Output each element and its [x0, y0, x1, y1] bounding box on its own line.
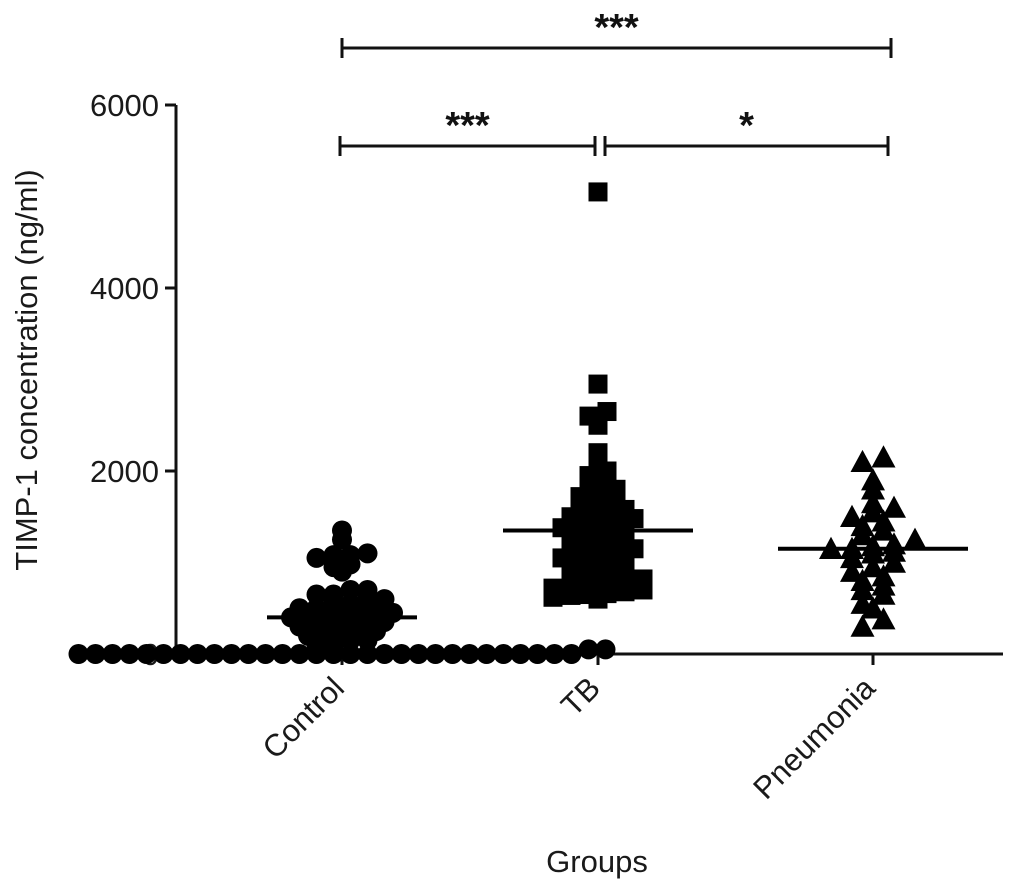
y-axis-label: TIMP-1 concentration (ng/ml): [9, 169, 44, 570]
data-point: [340, 593, 361, 614]
data-point: [527, 644, 548, 664]
x-axis: Control TB Pneumonia: [176, 652, 1003, 806]
data-point: [840, 504, 864, 527]
data-point: [543, 578, 563, 598]
data-point: [102, 644, 123, 664]
data-point: [903, 527, 927, 550]
data-point: [332, 520, 352, 541]
significance-label: *: [739, 105, 754, 147]
data-point: [340, 579, 361, 600]
y-axis: 0200040006000: [90, 88, 178, 672]
data-point: [459, 644, 480, 664]
data-point: [357, 579, 378, 600]
data-point: [595, 639, 616, 660]
data-point: [476, 644, 497, 664]
data-point: [861, 555, 885, 578]
data-point: [579, 406, 599, 426]
data-point: [850, 591, 875, 614]
data-point: [544, 644, 565, 664]
data-point: [323, 584, 344, 605]
data-point: [374, 589, 395, 610]
data-point: [306, 547, 327, 568]
data-point: [204, 644, 225, 664]
data-point: [221, 644, 242, 664]
data-point: [306, 598, 327, 619]
data-point: [597, 402, 617, 422]
significance-brackets: ****** *: [338, 7, 893, 156]
y-tick-label: 4000: [90, 271, 159, 306]
data-point: [153, 644, 174, 664]
significance-label: ***: [445, 105, 490, 147]
data-point: [306, 584, 327, 605]
data-point: [374, 644, 395, 664]
data-point: [588, 374, 608, 394]
data-point: [68, 644, 89, 664]
data-point: [408, 644, 429, 664]
data-point: [238, 644, 259, 664]
data-point: [255, 644, 276, 664]
data-point: [840, 559, 864, 582]
data-point: [340, 545, 361, 566]
data-point: [493, 644, 514, 664]
data-point: [136, 644, 157, 664]
x-axis-label: Groups: [546, 844, 648, 879]
data-point: [633, 569, 653, 589]
data-point: [578, 639, 599, 660]
median-lines: [267, 528, 968, 620]
data-point: [425, 644, 446, 664]
data-point: [272, 644, 293, 664]
data-points: [68, 182, 927, 664]
data-point: [85, 644, 106, 664]
data-point: [588, 182, 608, 202]
data-point: [323, 545, 344, 566]
data-point: [561, 644, 582, 664]
y-tick-label: 2000: [90, 454, 159, 489]
data-point: [861, 491, 885, 514]
data-point: [391, 644, 412, 664]
data-point: [882, 495, 906, 518]
data-point: [510, 644, 531, 664]
x-tick-label: Pneumonia: [746, 670, 882, 806]
data-point: [861, 468, 885, 491]
data-point: [187, 644, 208, 664]
data-point: [289, 598, 310, 619]
x-tick-label: TB: [554, 670, 607, 723]
data-point: [170, 644, 191, 664]
data-point: [442, 644, 463, 664]
y-tick-label: 6000: [90, 88, 159, 123]
x-tick-label: Control: [256, 670, 351, 765]
data-point: [289, 644, 310, 664]
data-point: [850, 449, 875, 473]
data-point: [871, 445, 896, 468]
data-point: [588, 443, 608, 463]
data-point: [850, 614, 875, 637]
data-point: [340, 644, 361, 664]
data-point: [357, 543, 378, 564]
data-point: [119, 644, 140, 664]
data-point: [357, 644, 378, 664]
significance-label: ***: [594, 7, 639, 49]
